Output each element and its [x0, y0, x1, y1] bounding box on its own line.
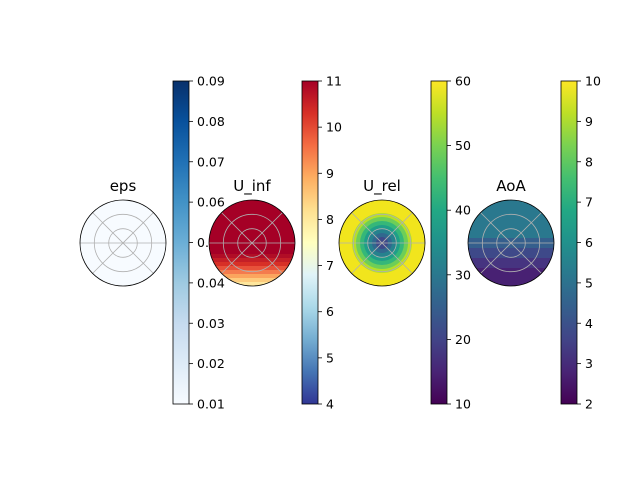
colorbar-tick-label: 0.09 [197, 74, 225, 89]
polar-frame [467, 199, 555, 287]
heatmap-band [209, 262, 295, 266]
colorbar-gradient [301, 80, 319, 405]
colorbar-tick-label: 0.01 [197, 397, 225, 412]
polar-grid [209, 212, 295, 274]
colorbar-tick-label: 0.07 [197, 154, 225, 169]
colorbar-tick-label: 7 [585, 195, 593, 210]
heatmap-band [209, 258, 295, 262]
polar-grid [339, 212, 425, 274]
panel-u-inf: U_inf [208, 177, 296, 287]
colorbar-tick-label: 60 [455, 74, 471, 89]
colorbar-tick-label: 5 [326, 350, 334, 365]
colorbar-tick-label: 40 [455, 203, 471, 218]
panel-title: AoA [496, 177, 526, 195]
panel-u-rel: U_rel [338, 177, 426, 287]
heatmap-band [468, 248, 554, 258]
panel-title: U_rel [363, 177, 401, 196]
colorbar-tick-label: 0.02 [197, 356, 225, 371]
colorbar-tick-label: 4 [585, 316, 593, 331]
colorbar-tick-label: 6 [585, 235, 593, 250]
heatmap-band [209, 282, 295, 286]
panel-aoa: AoA [467, 177, 555, 287]
heatmap-band [209, 278, 295, 282]
colorbar-ticks: 2 3 4 5 6 7 8 9 10 [577, 74, 601, 412]
polar-frame [79, 199, 167, 287]
colorbar-tick-label: 10 [326, 120, 342, 135]
polar-grid [80, 212, 166, 274]
colorbar-gradient [172, 80, 190, 405]
colorbar-u-inf: 4 5 6 7 8 9 10 11 [301, 74, 342, 412]
colorbar-tick-label: 8 [585, 154, 593, 169]
colorbar-gradient [560, 80, 578, 405]
colorbar-tick-label: 50 [455, 138, 471, 153]
colorbar-eps: 0.010.020.030.040.050.060.070.080.09 [172, 74, 225, 412]
heatmap-band [468, 268, 554, 286]
heatmap-band [209, 274, 295, 278]
colorbar-aoa: 2 3 4 5 6 7 8 9 10 [560, 74, 601, 412]
colorbar-tick-label: 11 [326, 74, 342, 89]
colorbar-tick-label: 30 [455, 267, 471, 282]
colorbar-tick-label: 10 [585, 74, 601, 89]
colorbar-ticks: 10 20 30 40 50 60 [447, 74, 471, 412]
colorbar-tick-label: 10 [455, 397, 471, 412]
colorbar-tick-label: 9 [326, 166, 334, 181]
polar-frame [338, 199, 426, 287]
polar-frame [208, 199, 296, 287]
panel-title: U_inf [233, 177, 271, 196]
colorbar-tick-label: 7 [326, 258, 334, 273]
colorbar-tick-label: 0.08 [197, 114, 225, 129]
colorbar-tick-label: 9 [585, 114, 593, 129]
colorbar-u-rel: 10 20 30 40 50 60 [430, 74, 471, 412]
colorbar-tick-label: 0.06 [197, 195, 225, 210]
colorbar-tick-label: 0.04 [197, 275, 225, 290]
colorbar-tick-label: 2 [585, 397, 593, 412]
colorbar-tick-label: 5 [585, 275, 593, 290]
heatmap-band [209, 254, 295, 258]
panel-title: eps [110, 177, 137, 195]
colorbar-tick-label: 20 [455, 332, 471, 347]
colorbar-tick-label: 3 [585, 356, 593, 371]
colorbar-tick-label: 4 [326, 397, 334, 412]
colorbar-tick-label: 8 [326, 212, 334, 227]
polar-grid [468, 212, 554, 274]
colorbar-ticks: 4 5 6 7 8 9 10 11 [318, 74, 342, 412]
colorbar-tick-label: 0.03 [197, 316, 225, 331]
panel-eps: eps [79, 177, 167, 287]
colorbar-tick-label: 6 [326, 304, 334, 319]
colorbar-gradient [430, 80, 448, 405]
heatmap-band [468, 258, 554, 268]
heatmap-band [209, 266, 295, 270]
